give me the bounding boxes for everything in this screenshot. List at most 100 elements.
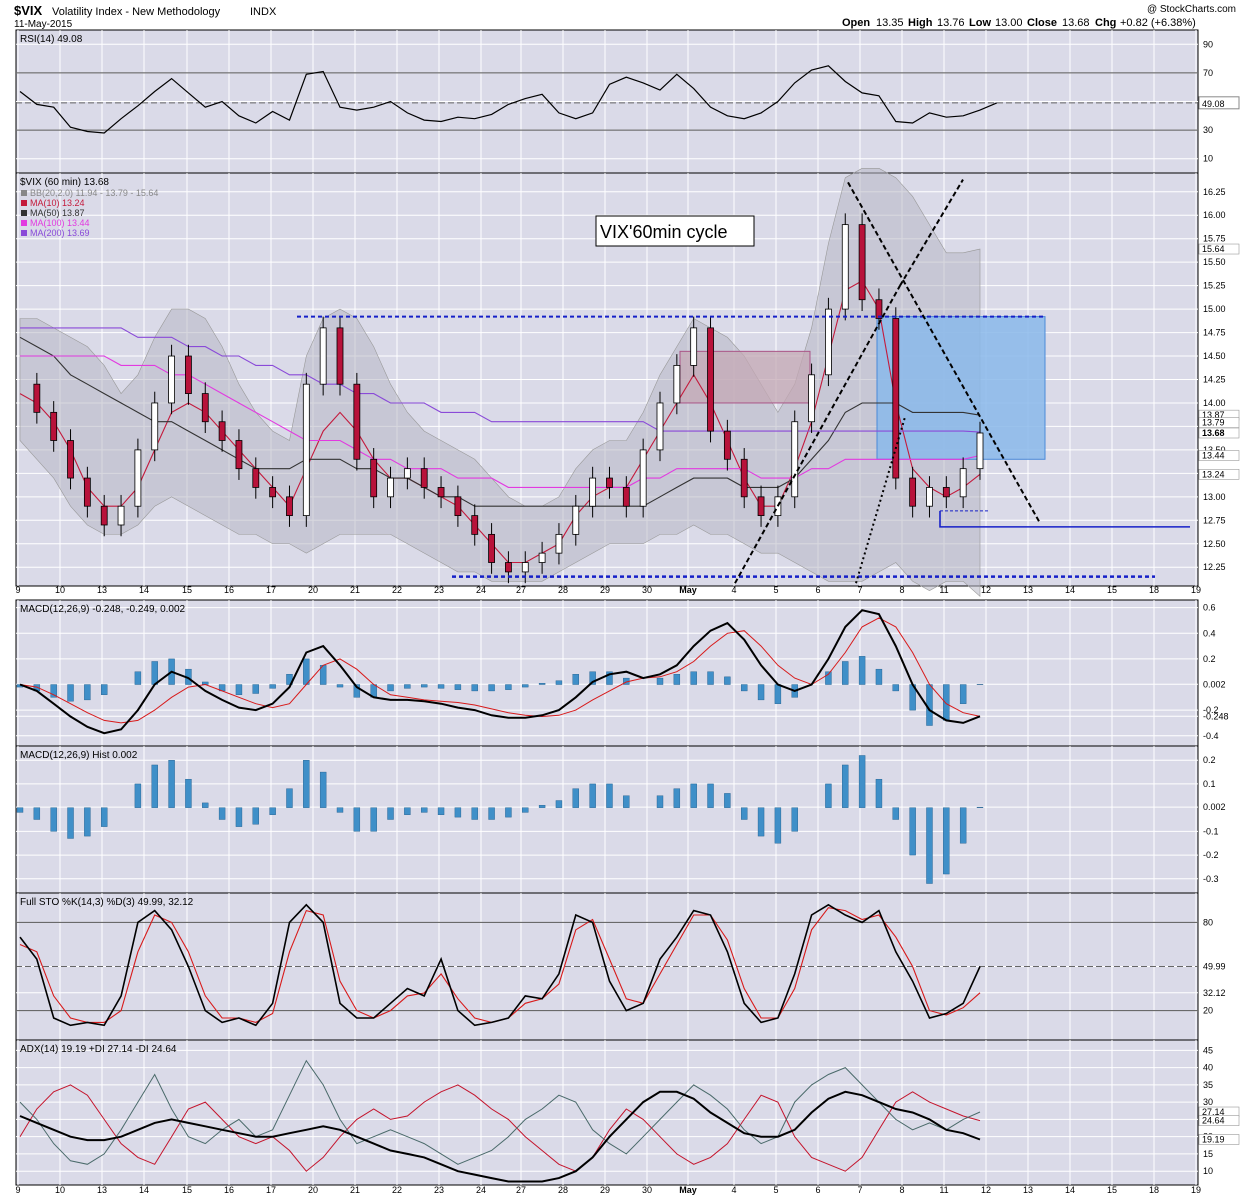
hist-bar — [774, 807, 782, 844]
macd-hist-bar — [303, 658, 310, 685]
hist-bar — [673, 788, 681, 808]
candle-body — [185, 355, 192, 394]
hist-bar — [959, 807, 967, 844]
x-tick-label: 9 — [15, 585, 20, 595]
legend-swatch — [21, 210, 27, 216]
x-tick-label: 22 — [392, 1185, 402, 1195]
hist-bar — [858, 755, 866, 808]
price-tag-label: 13.79 — [1202, 418, 1225, 428]
hist-bar — [606, 783, 613, 808]
symbol: $VIX — [14, 3, 43, 18]
low-value: 13.00 — [995, 17, 1023, 29]
hist-bar — [724, 793, 731, 808]
exchange: INDX — [250, 6, 277, 18]
ma-line-1 — [19, 280, 981, 564]
panel-3: 0.6 0.4 0.2 0.002 -0.2-0.248 -0.4 MACD(12,26,9… — [15, 599, 1229, 747]
hist-bar — [16, 807, 24, 813]
hist-bar — [437, 807, 445, 815]
hist-bar — [67, 807, 74, 839]
annotation-text: VIX'60min cycle — [600, 222, 728, 242]
x-tick-label: 21 — [350, 585, 360, 595]
candle-body — [892, 318, 900, 479]
macd-hist-bar — [235, 684, 243, 695]
candle-body — [218, 421, 226, 441]
y-tick-label: 15 — [1203, 1149, 1213, 1159]
hist-bar — [488, 807, 495, 820]
low-label: Low — [969, 17, 991, 29]
panel-5: 80 49.99 32.12 20 Full STO %K(14,3) %D(3) 49… — [15, 892, 1226, 1041]
y-tick-label: 30 — [1203, 1097, 1213, 1107]
candle-body — [302, 383, 310, 517]
x-tick-label: 4 — [731, 1185, 736, 1195]
x-tick-label: 28 — [558, 585, 568, 595]
candle-body — [858, 224, 866, 301]
hist-bar — [202, 802, 209, 808]
price-tag-label: 13.24 — [1202, 469, 1225, 479]
adx-tag — [1198, 1134, 1240, 1145]
candle-body — [353, 383, 361, 460]
candle-body — [168, 355, 175, 404]
panel-title: Full STO %K(14,3) %D(3) 49.99, 32.12 — [20, 897, 194, 908]
macd-signal-line — [19, 617, 981, 724]
hist-bar — [404, 807, 411, 815]
x-tick-label: 16 — [224, 1185, 234, 1195]
hist-bar — [387, 807, 394, 820]
hist-bar — [50, 807, 57, 832]
y-tick-label: 12.75 — [1203, 515, 1226, 525]
y-tick-label: 0.2 — [1203, 654, 1216, 664]
watermark: @ StockCharts.com — [1147, 4, 1236, 15]
macd-hist-bar — [858, 656, 866, 685]
candle-body — [639, 449, 647, 507]
y-tick-label: 70 — [1203, 68, 1213, 78]
chart-panels: 9070503010RSI(14) 49.0849.0816.2516.0015… — [15, 29, 1240, 1195]
y-tick-label: 12.50 — [1203, 539, 1226, 549]
macd-hist-bar — [690, 671, 697, 685]
candle-body — [875, 299, 883, 319]
x-tick-label: 7 — [857, 585, 862, 595]
price-tag-label: 15.64 — [1202, 244, 1225, 254]
macd-hist-bar — [707, 671, 714, 685]
x-tick-label: 14 — [139, 1185, 149, 1195]
candle-body — [723, 430, 731, 460]
trend-line — [847, 181, 1041, 524]
open-value: 13.35 — [876, 17, 904, 29]
rsi-line — [19, 65, 998, 134]
macd-hist-bar — [151, 661, 158, 685]
macd-hist-bar — [589, 671, 596, 685]
trend-line — [899, 179, 964, 287]
price-tag — [1198, 469, 1240, 480]
y-tick-label: 16.00 — [1203, 210, 1226, 220]
x-tick-label: 14 — [139, 585, 149, 595]
macd-hist-bar — [437, 684, 445, 689]
hist-bar — [269, 807, 276, 815]
x-tick-label: 17 — [266, 585, 276, 595]
high-label: High — [908, 17, 933, 29]
hist-bar — [421, 807, 428, 813]
candle-body — [50, 411, 58, 441]
candle-body — [235, 440, 243, 470]
candle-body — [100, 505, 108, 526]
candle-body — [808, 374, 815, 423]
y-tick-label: 45 — [1203, 1045, 1213, 1055]
candle-body — [673, 365, 681, 404]
x-tick-label: 5 — [773, 1185, 778, 1195]
hist-bar — [218, 807, 226, 820]
legend-entry: MA(200) 13.69 — [30, 228, 90, 238]
x-tick-label: 8 — [899, 1185, 904, 1195]
hist-bar — [522, 807, 529, 813]
y-tick-label: 0.2 — [1203, 755, 1216, 765]
x-tick-label: 4 — [731, 585, 736, 595]
y-tick-label: 40 — [1203, 1063, 1213, 1073]
x-tick-label: 23 — [434, 1185, 444, 1195]
y-tick-label: 12.25 — [1203, 562, 1226, 572]
y-tick-label: 14.00 — [1203, 398, 1226, 408]
ma-line-2 — [19, 336, 981, 507]
close-value: 13.68 — [1062, 17, 1090, 29]
hist-bar — [875, 778, 883, 808]
x-tick-label: 24 — [476, 1185, 486, 1195]
candle-body — [707, 327, 714, 432]
x-tick-label: 6 — [815, 1185, 820, 1195]
candle-body — [740, 458, 748, 498]
legend-entry: MA(100) 13.44 — [30, 218, 90, 228]
